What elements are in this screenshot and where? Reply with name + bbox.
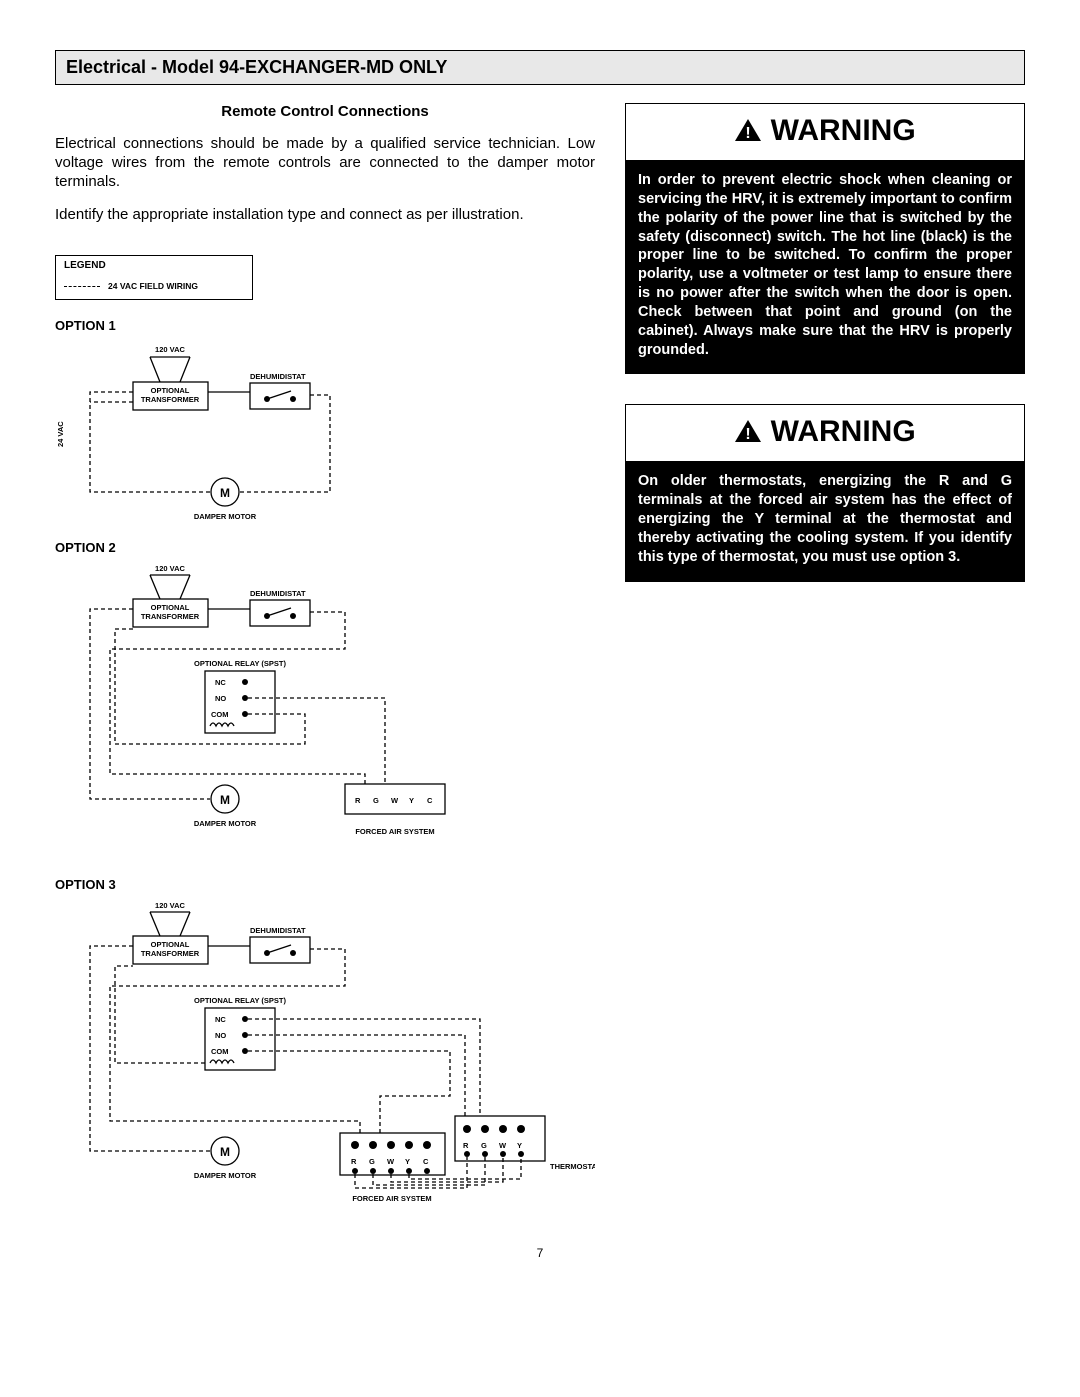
- warning-icon: !: [734, 118, 762, 142]
- option1-label: OPTION 1: [55, 318, 595, 333]
- svg-text:G: G: [373, 796, 379, 805]
- warning-title-1: WARNING: [771, 114, 916, 147]
- option3-label: OPTION 3: [55, 877, 595, 892]
- svg-text:24 VAC: 24 VAC: [56, 421, 65, 447]
- option3-diagram: .s{stroke:#000;fill:none;stroke-width:1.…: [55, 896, 595, 1216]
- svg-text:DEHUMIDISTAT: DEHUMIDISTAT: [250, 372, 306, 381]
- svg-text:G: G: [481, 1141, 487, 1150]
- legend-item: 24 VAC FIELD WIRING: [108, 281, 198, 291]
- svg-text:DEHUMIDISTAT: DEHUMIDISTAT: [250, 926, 306, 935]
- legend-box: LEGEND 24 VAC FIELD WIRING: [55, 255, 253, 300]
- svg-text:COM: COM: [211, 1047, 229, 1056]
- warning-body-2: On older thermostats, energizing the R a…: [626, 462, 1024, 580]
- warning-box-2: ! WARNING On older thermostats, energizi…: [625, 404, 1025, 581]
- svg-text:TRANSFORMER: TRANSFORMER: [141, 612, 200, 621]
- svg-text:OPTIONAL RELAY (SPST): OPTIONAL RELAY (SPST): [194, 659, 286, 668]
- svg-text:OPTIONAL RELAY (SPST): OPTIONAL RELAY (SPST): [194, 996, 286, 1005]
- svg-text:!: !: [746, 426, 751, 443]
- option1-diagram: .s{stroke:#000;fill:none;stroke-width:1.…: [55, 337, 355, 522]
- option2-label: OPTION 2: [55, 540, 595, 555]
- svg-text:NC: NC: [215, 1015, 226, 1024]
- svg-text:G: G: [369, 1157, 375, 1166]
- svg-text:OPTIONAL: OPTIONAL: [151, 603, 190, 612]
- intro-para-1: Electrical connections should be made by…: [55, 135, 595, 191]
- svg-text:FORCED AIR SYSTEM: FORCED AIR SYSTEM: [352, 1194, 431, 1203]
- svg-text:Y: Y: [517, 1141, 522, 1150]
- svg-text:TRANSFORMER: TRANSFORMER: [141, 949, 200, 958]
- svg-text:M: M: [220, 486, 230, 500]
- warning-icon: !: [734, 419, 762, 443]
- svg-text:C: C: [423, 1157, 429, 1166]
- svg-text:!: !: [746, 125, 751, 142]
- svg-text:DAMPER MOTOR: DAMPER MOTOR: [194, 819, 257, 828]
- svg-text:NO: NO: [215, 1031, 226, 1040]
- dashed-line-sample: [64, 286, 100, 287]
- svg-text:W: W: [499, 1141, 507, 1150]
- svg-text:120 VAC: 120 VAC: [155, 564, 185, 573]
- svg-text:R: R: [463, 1141, 469, 1150]
- svg-text:R: R: [351, 1157, 357, 1166]
- warning-body-1: In order to prevent electric shock when …: [626, 161, 1024, 373]
- intro-para-2: Identify the appropriate installation ty…: [55, 206, 595, 225]
- svg-text:NO: NO: [215, 694, 226, 703]
- svg-text:W: W: [391, 796, 399, 805]
- svg-text:C: C: [427, 796, 433, 805]
- svg-text:OPTIONAL: OPTIONAL: [151, 940, 190, 949]
- svg-text:Y: Y: [409, 796, 414, 805]
- option2-diagram: .s{stroke:#000;fill:none;stroke-width:1.…: [55, 559, 465, 859]
- svg-text:FORCED AIR SYSTEM: FORCED AIR SYSTEM: [355, 827, 434, 836]
- svg-text:NC: NC: [215, 678, 226, 687]
- svg-text:DAMPER MOTOR: DAMPER MOTOR: [194, 1171, 257, 1180]
- svg-text:DAMPER MOTOR: DAMPER MOTOR: [194, 512, 257, 521]
- remote-connections-heading: Remote Control Connections: [55, 103, 595, 120]
- svg-text:120 VAC: 120 VAC: [155, 901, 185, 910]
- warning-title-2: WARNING: [771, 415, 916, 448]
- svg-text:M: M: [220, 1145, 230, 1159]
- svg-text:OPTIONAL: OPTIONAL: [151, 386, 190, 395]
- svg-text:M: M: [220, 793, 230, 807]
- svg-text:Y: Y: [405, 1157, 410, 1166]
- svg-text:120 VAC: 120 VAC: [155, 345, 185, 354]
- warning-box-1: ! WARNING In order to prevent electric s…: [625, 103, 1025, 374]
- section-header: Electrical - Model 94-EXCHANGER-MD ONLY: [55, 50, 1025, 85]
- svg-text:THERMOSTAT: THERMOSTAT: [550, 1162, 595, 1171]
- svg-text:DEHUMIDISTAT: DEHUMIDISTAT: [250, 589, 306, 598]
- svg-text:COM: COM: [211, 710, 229, 719]
- svg-text:W: W: [387, 1157, 395, 1166]
- svg-text:R: R: [355, 796, 361, 805]
- page-number: 7: [55, 1246, 1025, 1260]
- legend-title: LEGEND: [64, 260, 244, 271]
- svg-text:TRANSFORMER: TRANSFORMER: [141, 395, 200, 404]
